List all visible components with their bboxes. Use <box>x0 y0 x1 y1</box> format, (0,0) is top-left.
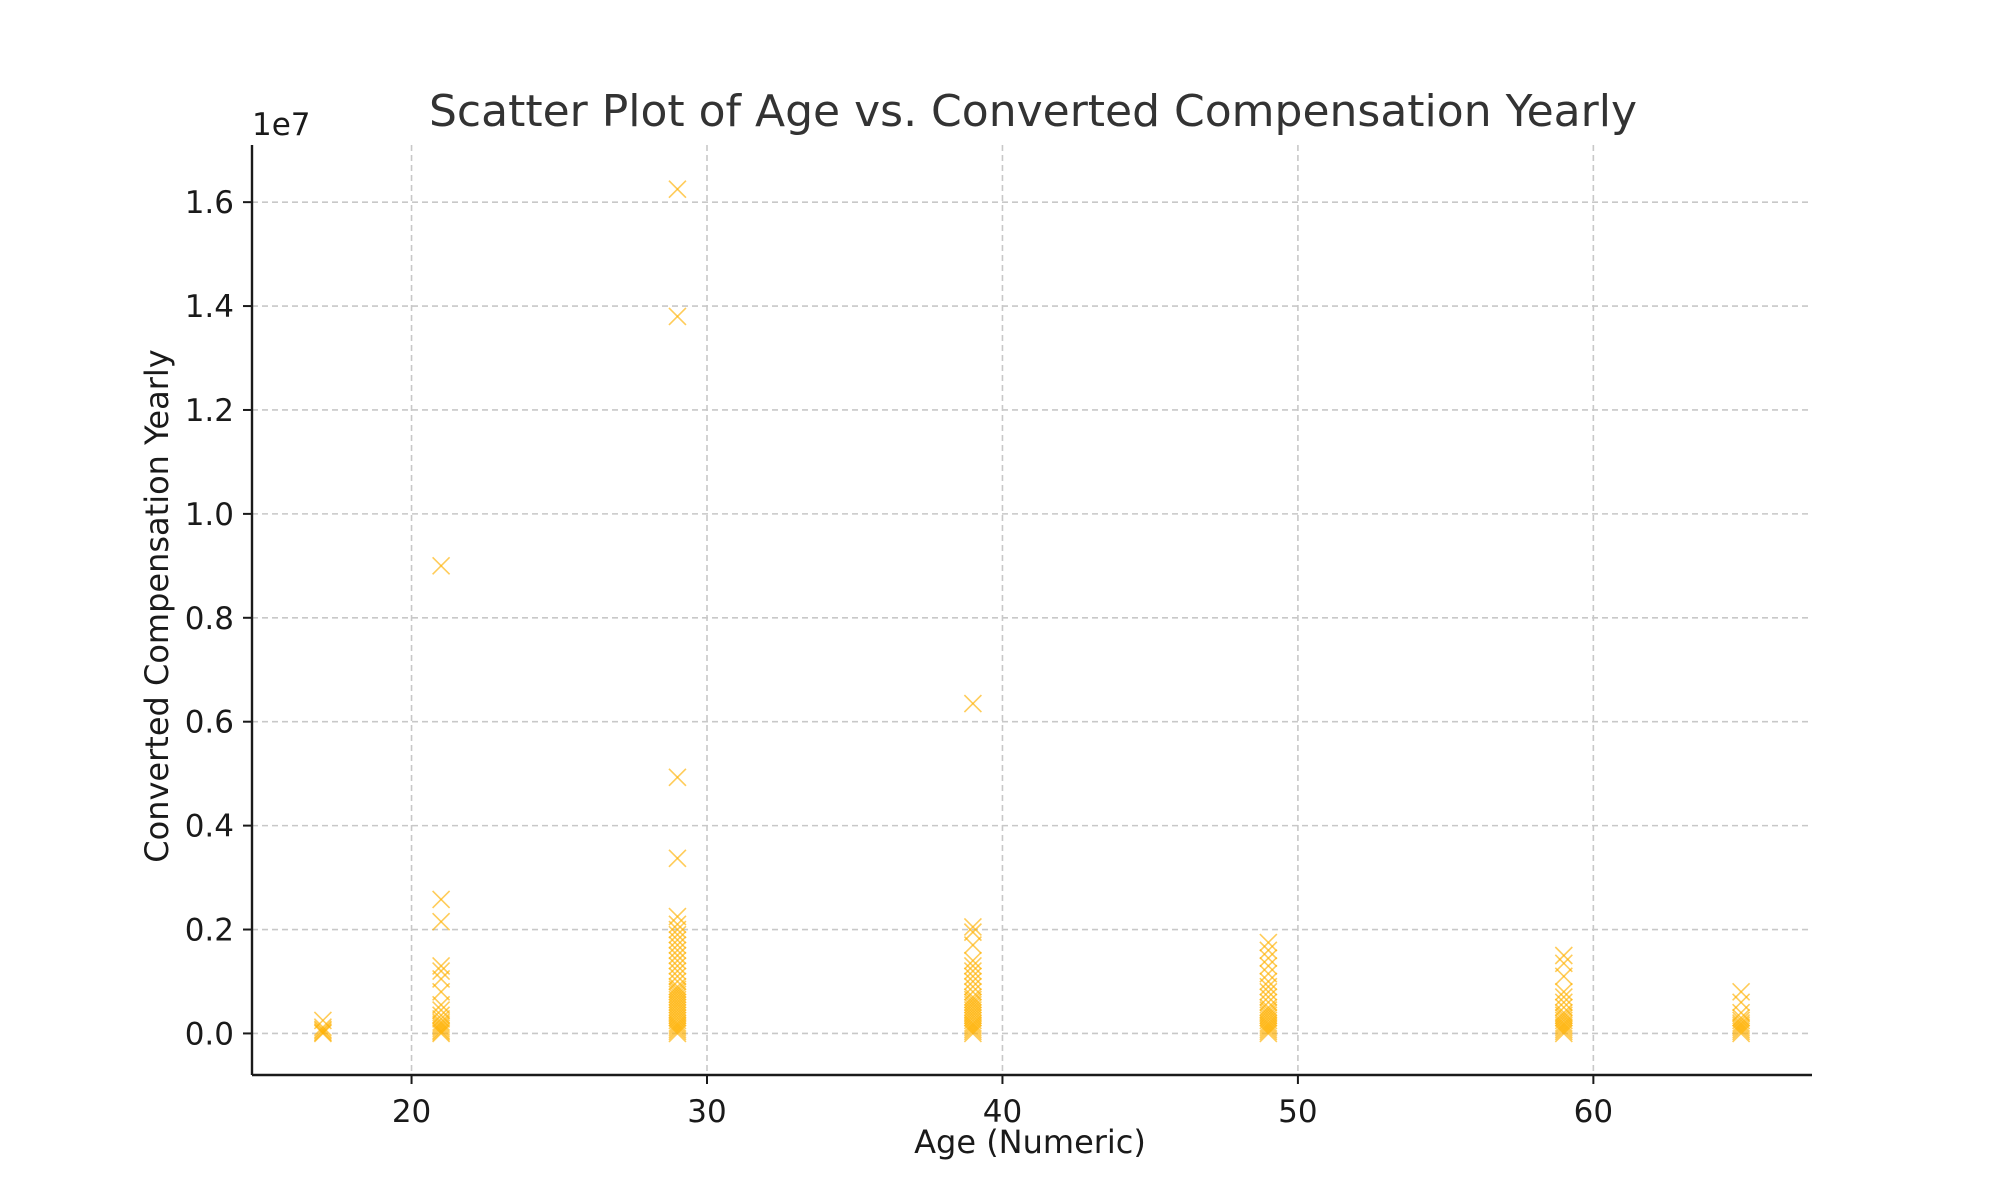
y-tick-label: 0.2 <box>185 913 234 949</box>
scatter-point <box>432 1015 451 1034</box>
scatter-point <box>1259 1006 1278 1025</box>
scatter-point <box>963 694 982 713</box>
scatter-point <box>1259 972 1278 991</box>
scatter-point <box>313 1018 332 1037</box>
scatter-point <box>1259 933 1278 952</box>
x-tick-label: 30 <box>687 1094 726 1130</box>
y-axis-offset-text: 1e7 <box>252 107 311 143</box>
grid-layer <box>252 145 1812 1075</box>
scatter-point <box>432 1019 451 1038</box>
scatter-point <box>432 1022 451 1041</box>
scatter-point <box>668 920 687 939</box>
scatter-point <box>432 995 451 1014</box>
scatter-point <box>1259 977 1278 996</box>
scatter-point <box>432 912 451 931</box>
scatter-point <box>1732 1008 1751 1027</box>
x-tick-label: 20 <box>392 1094 431 1130</box>
scatter-point <box>668 1016 687 1035</box>
y-tick-label: 0.4 <box>185 809 234 845</box>
scatter-point <box>1732 982 1751 1001</box>
scatter-point <box>668 980 687 999</box>
y-tick-label: 1.4 <box>185 289 234 325</box>
y-tick-label: 0.6 <box>185 705 234 741</box>
scatter-point <box>432 956 451 975</box>
tick-layer: 20 30 40 50 60 0.0 0.2 0.4 0.6 0.8 1.0 1.2 1.4 1.6 <box>185 185 1613 1130</box>
scatter-point <box>1554 982 1573 1001</box>
scatter-point <box>1259 964 1278 983</box>
y-tick-label: 1.0 <box>185 497 234 533</box>
y-axis-label: Converted Compensation Yearly <box>138 349 176 862</box>
scatter-point <box>963 936 982 955</box>
scatter-point <box>963 923 982 942</box>
scatter-point <box>1554 1016 1573 1035</box>
scatter-point <box>1732 993 1751 1012</box>
scatter-point <box>668 180 687 199</box>
scatter-point <box>432 962 451 981</box>
scatter-point <box>1554 988 1573 1007</box>
scatter-point <box>432 982 451 1001</box>
scatter-point <box>963 990 982 1009</box>
scatter-point <box>432 890 451 909</box>
scatter-point <box>1732 1018 1751 1037</box>
scatter-point <box>1732 1016 1751 1035</box>
scatter-point <box>1259 1000 1278 1020</box>
marker-layer <box>313 180 1751 1043</box>
scatter-point <box>1259 956 1278 975</box>
scatter-point <box>668 768 687 787</box>
x-tick-label: 50 <box>1278 1094 1317 1130</box>
scatter-point <box>668 915 687 934</box>
scatter-point <box>1554 954 1573 973</box>
scatter-point <box>1259 949 1278 968</box>
scatter-point <box>668 985 687 1004</box>
scatter-point <box>432 556 451 575</box>
scatter-point <box>963 917 982 936</box>
scatter-point <box>313 1021 332 1040</box>
y-tick-label: 0.8 <box>185 601 234 637</box>
chart-title: Scatter Plot of Age vs. Converted Compen… <box>429 86 1637 137</box>
y-tick-label: 1.6 <box>185 185 234 221</box>
x-tick-label: 40 <box>983 1094 1022 1130</box>
scatter-point <box>1732 1011 1751 1030</box>
scatter-point <box>313 1011 332 1030</box>
y-tick-label: 0.0 <box>185 1016 234 1052</box>
scatter-point <box>1554 967 1573 986</box>
scatter-point <box>432 1009 451 1028</box>
scatter-point <box>1259 1016 1278 1035</box>
x-tick-label: 60 <box>1574 1094 1613 1130</box>
scatter-point <box>668 307 687 326</box>
scatter-point <box>1554 946 1573 965</box>
scatter-point <box>668 907 687 926</box>
scatter-point <box>963 1016 982 1035</box>
scatter-point <box>963 995 982 1014</box>
scatter-point <box>1554 1011 1573 1030</box>
x-axis-label: Age (Numeric) <box>914 1123 1146 1161</box>
scatter-point <box>963 951 982 970</box>
scatter-point <box>1259 941 1278 960</box>
scatter-point <box>963 956 982 975</box>
scatter-point <box>1554 1006 1573 1025</box>
scatter-point <box>432 1000 451 1020</box>
scatter-point <box>432 969 451 988</box>
scatter-point <box>313 1020 332 1039</box>
axes-layer <box>250 145 1812 1077</box>
y-tick-label: 1.2 <box>185 393 234 429</box>
scatter-point <box>668 849 687 868</box>
